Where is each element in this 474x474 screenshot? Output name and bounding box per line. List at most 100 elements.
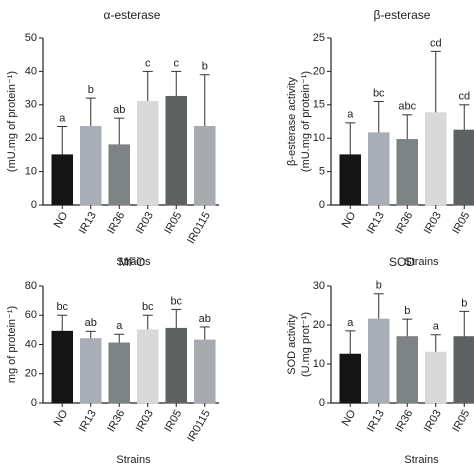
significance-letter: c	[174, 57, 180, 69]
x-tick-label: IR13	[77, 210, 99, 236]
x-tick-label: IR36	[105, 408, 127, 434]
significance-letter: a	[347, 109, 354, 121]
bar	[193, 126, 216, 206]
x-tick-label: NO	[52, 210, 71, 231]
x-axis-label: Strains	[116, 256, 151, 268]
significance-letter: c	[145, 57, 151, 69]
y-tick-label: 30	[25, 99, 37, 111]
bar	[396, 336, 419, 404]
x-tick-label: IR13	[365, 408, 387, 434]
panel: SOD 0 10 20 30 SOD activity (U.mg prot⁻¹) a NO b I…	[286, 255, 474, 466]
y-axis-label: mg of protein⁻¹)	[6, 306, 18, 383]
y-tick-label: 40	[25, 338, 37, 350]
bar	[165, 95, 188, 206]
y-tick-label: 0	[319, 397, 325, 409]
x-tick-label: IR36	[105, 210, 127, 236]
bar	[367, 132, 390, 206]
x-tick-label: IR05	[450, 210, 472, 236]
y-axis-label: β-esterase activity	[286, 77, 298, 166]
y-tick-label: 25	[313, 32, 325, 44]
bar	[108, 144, 131, 206]
panel: β-esterase 0 5 10 15 20 25 β-esterase activity(…	[286, 8, 474, 268]
x-tick-label: IR03	[134, 210, 156, 236]
x-tick-label: IR05	[162, 408, 184, 434]
x-axis-label: Strains	[404, 256, 439, 268]
y-tick-label: 10	[313, 358, 325, 370]
bar	[396, 139, 419, 206]
y-tick-label: 0	[319, 199, 325, 211]
y-tick-label: 80	[25, 280, 37, 292]
x-tick-label: IR03	[422, 210, 444, 236]
y-tick-label: 5	[319, 166, 325, 178]
bar	[367, 318, 390, 404]
x-axis-label: Strains	[116, 454, 151, 466]
x-tick-label: NO	[340, 408, 359, 429]
panel: MFO 0 20 40 60 80 mg of protein⁻¹) bc NO ab IR13 a I…	[6, 255, 219, 466]
significance-letter: a	[116, 320, 123, 332]
y-tick-label: 50	[25, 32, 37, 44]
bar	[339, 353, 362, 404]
y-axis-label: (mU.mg of protein⁻¹)	[300, 71, 312, 172]
significance-letter: ab	[199, 313, 211, 325]
bar	[136, 329, 159, 404]
x-tick-label: IR05	[450, 408, 472, 434]
y-tick-label: 20	[313, 319, 325, 331]
bar	[136, 100, 159, 206]
x-tick-label: IR0115	[185, 210, 213, 246]
y-tick-label: 60	[25, 309, 37, 321]
bar	[165, 327, 188, 404]
y-tick-label: 15	[313, 99, 325, 111]
significance-letter: b	[461, 297, 467, 309]
bar	[51, 154, 74, 206]
bar	[193, 339, 216, 404]
y-tick-label: 30	[313, 280, 325, 292]
x-tick-label: IR05	[162, 210, 184, 236]
x-tick-label: IR03	[134, 408, 156, 434]
x-tick-label: IR13	[77, 408, 99, 434]
panel-title: α-esterase	[104, 8, 161, 22]
y-tick-label: 20	[25, 132, 37, 144]
bar	[453, 336, 474, 404]
significance-letter: cd	[458, 91, 470, 103]
significance-letter: bc	[373, 87, 385, 99]
y-tick-label: 20	[313, 65, 325, 77]
significance-letter: bc	[142, 301, 154, 313]
significance-letter: b	[88, 84, 94, 96]
x-tick-label: IR36	[393, 210, 415, 236]
panel-title: β-esterase	[374, 8, 431, 22]
significance-letter: cd	[430, 37, 442, 49]
x-tick-label: IR36	[393, 408, 415, 434]
x-tick-label: IR13	[365, 210, 387, 236]
y-tick-label: 0	[31, 199, 37, 211]
y-axis-label: SOD activity	[286, 314, 298, 375]
y-tick-label: 20	[25, 368, 37, 380]
bar	[79, 338, 102, 404]
significance-letter: bc	[56, 301, 68, 313]
y-axis-label: (U.mg prot⁻¹)	[300, 312, 312, 377]
y-tick-label: 0	[31, 397, 37, 409]
bar	[424, 351, 447, 404]
significance-letter: a	[347, 317, 354, 329]
significance-letter: bc	[170, 295, 182, 307]
significance-letter: a	[59, 112, 66, 124]
panel-title: MFO	[119, 255, 146, 269]
significance-letter: abc	[398, 101, 416, 113]
bar	[339, 154, 362, 206]
y-tick-label: 10	[25, 166, 37, 178]
significance-letter: ab	[85, 317, 97, 329]
panel-title: SOD	[389, 255, 415, 269]
y-tick-label: 10	[313, 132, 325, 144]
x-tick-label: IR03	[422, 408, 444, 434]
bar	[51, 330, 74, 404]
bar	[424, 112, 447, 206]
significance-letter: a	[433, 321, 440, 333]
significance-letter: b	[376, 280, 382, 292]
significance-letter: ab	[113, 104, 125, 116]
bar	[453, 129, 474, 206]
significance-letter: b	[404, 305, 410, 317]
significance-letter: b	[202, 61, 208, 73]
x-axis-label: Strains	[404, 454, 439, 466]
bar	[79, 126, 102, 206]
x-tick-label: NO	[52, 408, 71, 429]
